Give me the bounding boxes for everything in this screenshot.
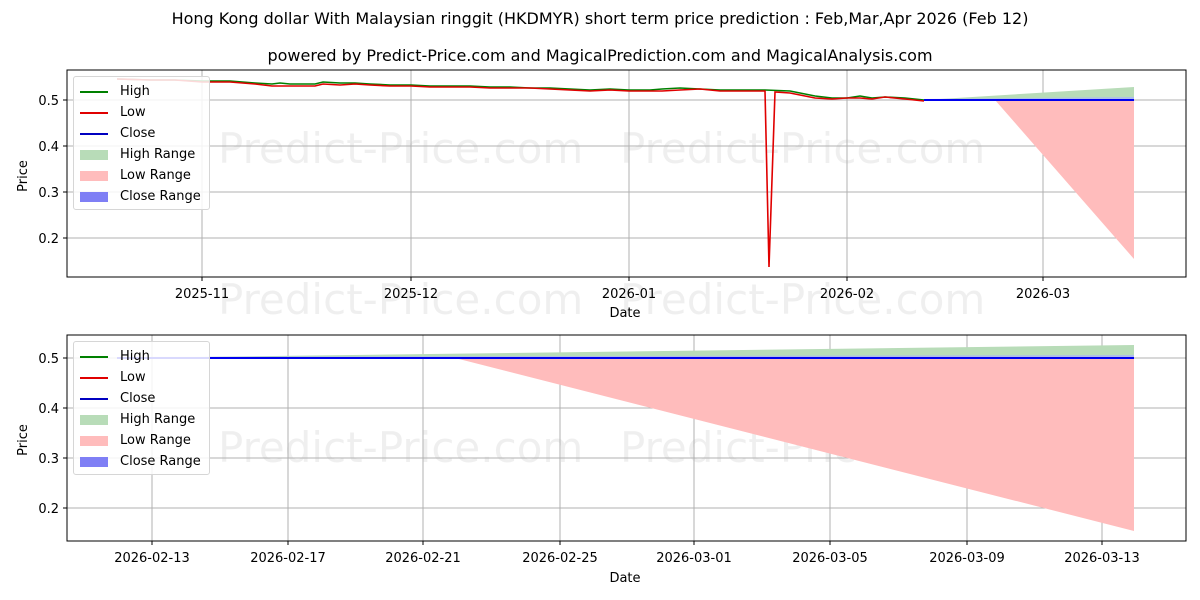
- y-tick-label: 0.3: [38, 186, 59, 201]
- legend-item-high-range: High Range: [80, 144, 201, 165]
- x-tick-label: 2026-01: [602, 287, 656, 302]
- x-tick-label: 2025-12: [384, 287, 438, 302]
- close-range-swatch: [80, 191, 108, 202]
- x-tick-label: 2026-02-17: [250, 551, 326, 566]
- x-tick-label: 2026-03-05: [792, 551, 868, 566]
- top-panel: Predict-Price.com Predict-Price.com Pred…: [16, 69, 1187, 324]
- legend-item-high: High: [80, 81, 201, 102]
- top-x-ticks: [201, 277, 1044, 281]
- top-low-line: [116, 78, 925, 268]
- x-tick-label: 2025-11: [175, 287, 229, 302]
- legend-label: Low: [120, 105, 146, 120]
- legend-item-close-range: Close Range: [80, 186, 201, 207]
- legend-label: Low Range: [120, 433, 191, 448]
- top-high-range-area: [924, 87, 1134, 100]
- legend-label: Close Range: [120, 189, 201, 204]
- legend-label: High Range: [120, 147, 196, 162]
- x-tick-label: 2026-02-21: [385, 551, 461, 566]
- bottom-x-ticks: [151, 541, 1103, 545]
- legend-label: Close: [120, 391, 156, 406]
- high-line-swatch: [80, 90, 108, 93]
- legend-label: Close: [120, 126, 156, 141]
- x-axis-label: Date: [609, 306, 640, 321]
- y-tick-label: 0.2: [38, 232, 59, 247]
- low-range-swatch: [80, 435, 108, 446]
- x-tick-label: 2026-03: [1016, 287, 1070, 302]
- top-legend: High Low Close High Range Low Range Clos…: [73, 76, 210, 210]
- legend-label: Low Range: [120, 168, 191, 183]
- x-tick-label: 2026-02-25: [522, 551, 598, 566]
- high-range-swatch: [80, 149, 108, 160]
- legend-item-close: Close: [80, 388, 201, 409]
- y-tick-label: 0.3: [38, 452, 59, 467]
- watermark: Predict-Price.com: [620, 124, 985, 173]
- watermark: Predict-Price.com: [620, 275, 985, 324]
- x-tick-label: 2026-03-09: [929, 551, 1005, 566]
- legend-label: High: [120, 349, 150, 364]
- low-line-swatch: [80, 111, 108, 114]
- bottom-y-ticks: [63, 357, 67, 509]
- legend-item-close-range: Close Range: [80, 451, 201, 472]
- bottom-legend: High Low Close High Range Low Range Clos…: [73, 341, 210, 475]
- x-tick-label: 2026-02-13: [114, 551, 190, 566]
- bottom-low-range-area: [117, 358, 1134, 531]
- legend-item-high-range: High Range: [80, 409, 201, 430]
- y-tick-label: 0.4: [38, 402, 59, 417]
- legend-item-low: Low: [80, 102, 201, 123]
- legend-item-low-range: Low Range: [80, 165, 201, 186]
- low-range-swatch: [80, 170, 108, 181]
- watermark: Predict-Price.com: [218, 124, 583, 173]
- legend-label: Close Range: [120, 454, 201, 469]
- close-line-swatch: [80, 397, 108, 400]
- bottom-panel: Predict-Price.com Predict-Price.com 0.5 …: [16, 334, 1187, 586]
- y-tick-label: 0.5: [38, 94, 59, 109]
- high-line-swatch: [80, 355, 108, 358]
- y-axis-label: Price: [16, 424, 31, 456]
- top-y-ticks: [63, 99, 67, 239]
- bottom-axes-frame: [66, 334, 1187, 542]
- legend-item-low: Low: [80, 367, 201, 388]
- x-tick-label: 2026-03-13: [1064, 551, 1140, 566]
- legend-label: High: [120, 84, 150, 99]
- legend-label: High Range: [120, 412, 196, 427]
- x-tick-label: 2026-03-01: [656, 551, 732, 566]
- close-line-swatch: [80, 132, 108, 135]
- y-axis-label: Price: [16, 160, 31, 192]
- legend-item-high: High: [80, 346, 201, 367]
- x-tick-label: 2026-02: [820, 287, 874, 302]
- bottom-high-range-area: [117, 345, 1134, 358]
- legend-item-close: Close: [80, 123, 201, 144]
- high-range-swatch: [80, 414, 108, 425]
- y-tick-label: 0.5: [38, 352, 59, 367]
- low-line-swatch: [80, 376, 108, 379]
- chart-subtitle: powered by Predict-Price.com and Magical…: [267, 46, 933, 65]
- y-tick-label: 0.2: [38, 502, 59, 517]
- chart-title: Hong Kong dollar With Malaysian ringgit …: [171, 9, 1029, 28]
- top-low-range-area: [924, 100, 1134, 259]
- top-axes-frame: [66, 69, 1187, 278]
- watermark: Predict-Price.com: [218, 275, 583, 324]
- y-tick-label: 0.4: [38, 140, 59, 155]
- watermark: Predict-Price.com: [218, 423, 583, 472]
- close-range-swatch: [80, 456, 108, 467]
- x-axis-label: Date: [609, 571, 640, 586]
- legend-item-low-range: Low Range: [80, 430, 201, 451]
- legend-label: Low: [120, 370, 146, 385]
